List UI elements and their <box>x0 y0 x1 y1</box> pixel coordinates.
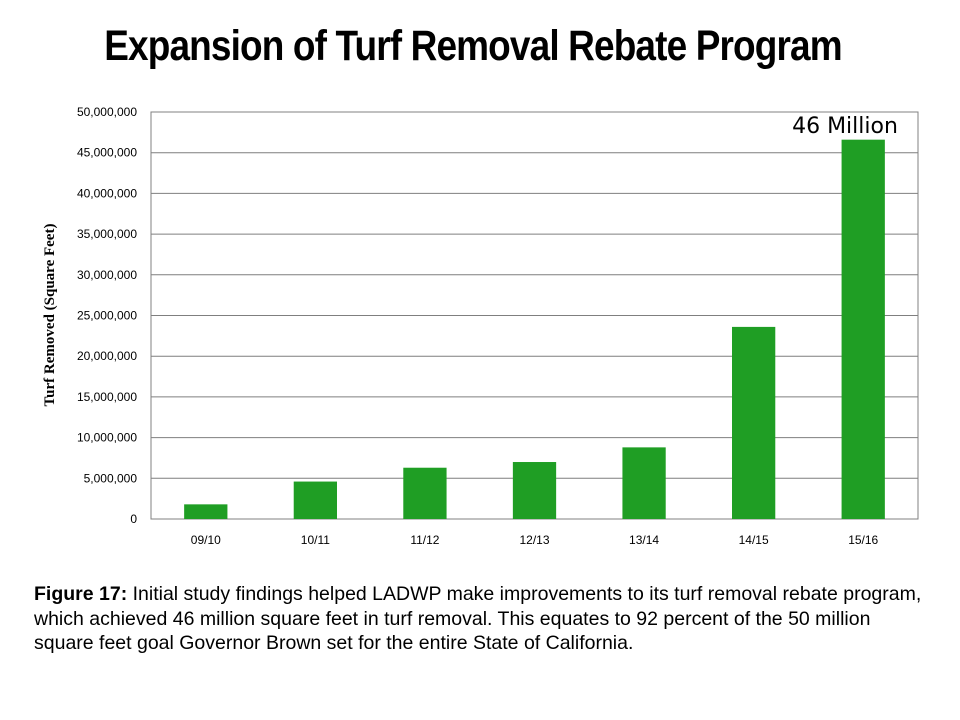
y-tick-label: 15,000,000 <box>77 390 137 404</box>
bar-11-12 <box>403 467 447 519</box>
y-tick-label: 0 <box>130 512 137 526</box>
y-tick-label: 50,000,000 <box>77 105 137 119</box>
bar-annotation: 46 Million <box>792 114 898 139</box>
caption-text: Initial study findings helped LADWP make… <box>34 583 922 654</box>
bars <box>184 139 885 519</box>
bar-12-13 <box>512 462 557 519</box>
x-tick-label: 15/16 <box>848 533 878 547</box>
x-tick-label: 11/12 <box>410 533 439 547</box>
x-axis-ticks: 09/10 10/11 11/12 12/13 13/14 14/15 15/16 <box>191 533 879 547</box>
y-tick-label: 45,000,000 <box>77 146 137 160</box>
bar-13-14 <box>622 447 666 519</box>
y-tick-label: 35,000,000 <box>77 227 137 241</box>
bar-09-10 <box>184 504 228 519</box>
y-tick-label: 10,000,000 <box>77 431 137 445</box>
bar-10-11 <box>293 481 337 519</box>
y-axis-title: Turf Removed (Square Feet) <box>42 224 58 407</box>
figure-caption: Figure 17: Initial study findings helped… <box>34 582 934 656</box>
y-axis-ticks: 0 5,000,000 10,000,000 15,000,000 20,000,000… <box>77 105 137 526</box>
bar-15-16 <box>841 139 885 519</box>
y-tick-label: 40,000,000 <box>77 186 137 200</box>
y-tick-label: 25,000,000 <box>77 309 137 323</box>
gridlines <box>151 152 918 479</box>
x-tick-label: 09/10 <box>191 533 221 547</box>
slide-title: Expansion of Turf Removal Rebate Program <box>104 22 842 70</box>
y-tick-label: 30,000,000 <box>77 268 137 282</box>
y-tick-label: 5,000,000 <box>84 471 138 485</box>
caption-lead: Figure 17: <box>34 583 128 605</box>
y-tick-label: 20,000,000 <box>77 349 137 363</box>
x-tick-label: 14/15 <box>739 533 769 547</box>
x-tick-label: 13/14 <box>629 533 659 547</box>
x-tick-label: 10/11 <box>301 533 330 547</box>
bar-14-15 <box>732 326 776 519</box>
x-tick-label: 12/13 <box>519 533 549 547</box>
